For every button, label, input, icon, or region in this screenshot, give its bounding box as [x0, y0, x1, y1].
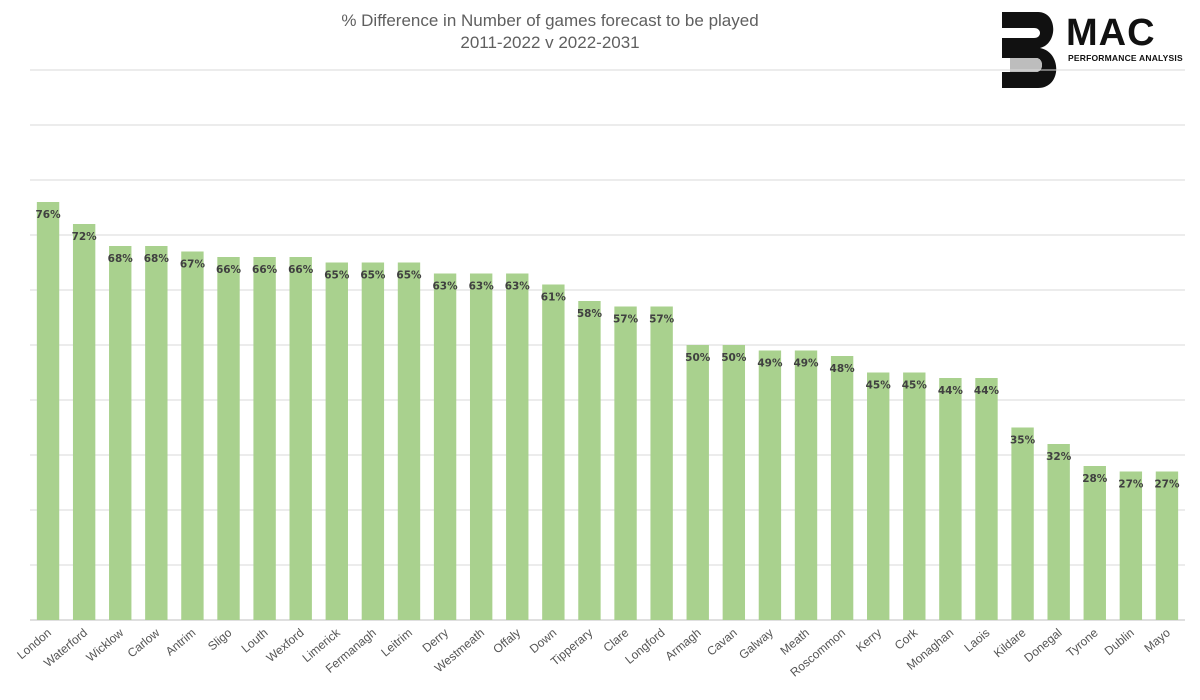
bar [181, 251, 204, 620]
data-label: 68% [108, 253, 134, 265]
bar [939, 378, 962, 620]
data-label: 50% [721, 352, 747, 364]
data-label: 63% [469, 281, 495, 293]
data-label: 44% [938, 385, 964, 397]
data-label: 66% [216, 264, 242, 276]
bar [253, 257, 276, 620]
data-label: 72% [72, 231, 98, 243]
data-label: 44% [974, 385, 1000, 397]
category-tick-label: Mayo [1141, 625, 1173, 655]
data-label: 27% [1154, 479, 1180, 491]
data-label: 68% [144, 253, 170, 265]
logo-tagline: PERFORMANCE ANALYSIS [1068, 53, 1183, 63]
data-label: 65% [396, 270, 422, 282]
chart-title: % Difference in Number of games forecast… [341, 11, 759, 30]
category-tick-label: Laois [961, 626, 992, 655]
category-tick-label: Sligo [205, 625, 235, 653]
bar [686, 345, 709, 620]
bar [614, 306, 637, 620]
category-tick-label: Cork [892, 625, 921, 653]
bar [975, 378, 998, 620]
data-label: 61% [541, 292, 567, 304]
category-tick-label: Wexford [264, 626, 307, 665]
data-label: 67% [180, 259, 206, 271]
bar [650, 306, 673, 620]
bar [1119, 471, 1143, 620]
category-tick-label: Cavan [704, 626, 740, 659]
bar [397, 262, 421, 620]
data-label: 65% [360, 270, 386, 282]
bar [506, 273, 529, 620]
bmac-logo: MAC PERFORMANCE ANALYSIS [1000, 10, 1190, 90]
bar [1155, 471, 1179, 620]
data-label: 50% [685, 352, 711, 364]
chart-title-block: % Difference in Number of games forecast… [200, 10, 900, 54]
logo-wordmark: MAC [1066, 12, 1156, 54]
bar [903, 372, 926, 620]
data-label: 27% [1118, 479, 1144, 491]
bar [1083, 466, 1106, 620]
bar [722, 345, 746, 620]
data-label: 28% [1082, 473, 1108, 485]
category-tick-label: Derry [420, 626, 451, 656]
category-tick-label: Longford [622, 626, 667, 667]
bar [72, 224, 96, 620]
data-label: 32% [1046, 451, 1072, 463]
category-tick-label: Antrim [163, 626, 199, 659]
data-label: 58% [577, 308, 603, 320]
category-tick-label: Carlow [125, 625, 163, 660]
data-label: 48% [830, 363, 856, 375]
logo-b-mark [1002, 12, 1057, 88]
bar [1047, 444, 1070, 620]
data-label: 76% [35, 209, 61, 221]
category-tick-label: Leitrim [378, 626, 415, 660]
bar [289, 257, 312, 620]
data-label: 66% [288, 264, 314, 276]
bar [578, 301, 601, 620]
data-label: 45% [866, 380, 892, 392]
bar [36, 202, 60, 620]
category-tick-label: Offaly [490, 626, 523, 657]
bar [145, 246, 168, 620]
data-label: 57% [613, 314, 639, 326]
bar [217, 257, 240, 620]
data-label: 49% [757, 358, 783, 370]
data-label: 57% [649, 314, 675, 326]
category-tick-label: Wicklow [83, 625, 126, 664]
data-label: 65% [324, 270, 350, 282]
bar [469, 273, 493, 620]
data-label: 45% [902, 380, 928, 392]
data-label: 63% [505, 281, 531, 293]
bar [794, 350, 818, 620]
bar [109, 246, 132, 620]
category-tick-label: Kerry [853, 626, 884, 655]
category-tick-label: Clare [601, 625, 632, 654]
bar [830, 356, 854, 620]
bar [325, 262, 348, 620]
data-label: 66% [252, 264, 278, 276]
bar [867, 372, 890, 620]
bars [36, 202, 1179, 620]
category-tick-label: Armagh [662, 626, 703, 664]
data-label: 63% [433, 281, 459, 293]
category-tick-label: Galway [736, 626, 776, 662]
bar [433, 273, 457, 620]
category-tick-label: Dublin [1102, 626, 1137, 659]
bar [758, 350, 782, 620]
data-label: 49% [793, 358, 819, 370]
category-tick-label: Donegal [1021, 626, 1064, 665]
chart-subtitle: 2011-2022 v 2022-2031 [460, 33, 640, 52]
category-tick-label: Tyrone [1064, 625, 1101, 660]
bar [361, 262, 385, 620]
bar [542, 284, 565, 620]
bar [1011, 427, 1034, 620]
data-label: 35% [1010, 435, 1036, 447]
data-labels: 76% 72% 68% 68% 67% 66% 66% 66% 65% 65% 65% 63% 63% 6… [35, 209, 1180, 491]
